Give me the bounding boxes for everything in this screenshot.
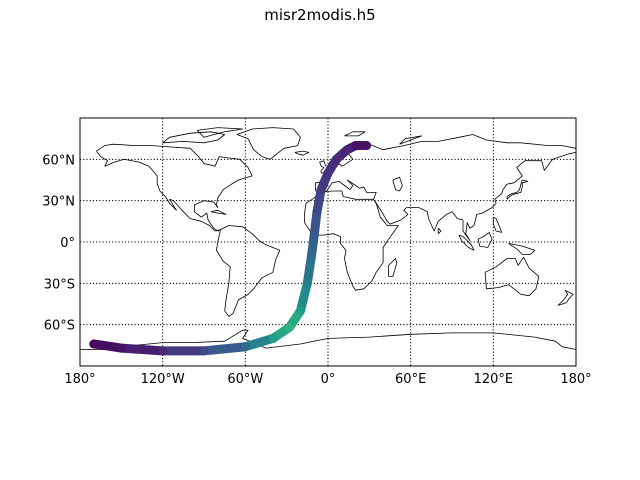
latitude-labels: 60°N 30°N 0° 30°S 60°S xyxy=(42,153,75,333)
swath-point xyxy=(117,343,126,353)
coastline-svalbard xyxy=(344,131,366,137)
swath-segment xyxy=(302,251,316,288)
coastline-sumatra xyxy=(458,234,475,251)
swath-point xyxy=(331,155,341,164)
lat-tick-label: 30°S xyxy=(44,277,75,292)
coastline-caspian xyxy=(392,176,403,192)
coastline-iceland xyxy=(294,150,310,156)
coastline-antarctica xyxy=(80,329,576,358)
lon-tick-label: 0° xyxy=(321,372,336,387)
coastline-borneo xyxy=(477,231,493,248)
coastline-cuba xyxy=(210,209,227,215)
swath-point xyxy=(362,141,371,150)
swath-point xyxy=(158,346,167,356)
coastline-ellesmere xyxy=(196,127,244,138)
coastline-eurasia xyxy=(315,134,576,242)
coastline-novaya-zemlya xyxy=(399,135,423,145)
swath-point xyxy=(241,342,250,352)
swath-point xyxy=(312,207,322,216)
lat-tick-label: 60°N xyxy=(42,153,75,168)
graticule xyxy=(80,118,576,366)
coastline-south-america xyxy=(215,225,281,317)
coastline-new-guinea xyxy=(508,243,536,255)
misr-swath xyxy=(89,141,372,356)
lon-tick-label: 180° xyxy=(560,372,591,387)
swath-point xyxy=(285,323,294,332)
swath-point xyxy=(303,279,312,288)
coastline-philippines xyxy=(492,216,503,233)
swath-point xyxy=(307,251,316,261)
lon-tick-label: 60°W xyxy=(227,372,263,387)
swath-point xyxy=(89,339,99,349)
coastline-greenland xyxy=(236,127,301,160)
coastline-madagascar xyxy=(388,258,398,277)
coastline-north-america xyxy=(96,143,253,232)
lon-tick-label: 180° xyxy=(64,372,95,387)
lat-tick-label: 60°S xyxy=(44,319,75,334)
swath-point xyxy=(296,306,305,316)
coastline-arctic-islands xyxy=(162,131,226,144)
longitude-labels: 180° 120°W 60°W 0° 60°E 120°E 180° xyxy=(64,372,591,387)
swath-point xyxy=(309,230,319,240)
swath-segment xyxy=(295,278,312,316)
map-frame xyxy=(79,117,577,367)
lon-tick-label: 120°E xyxy=(474,372,514,387)
coastline-sri-lanka xyxy=(437,227,442,234)
swath-segment xyxy=(199,342,250,356)
swath-point xyxy=(351,141,360,150)
coastline-australia xyxy=(484,256,540,297)
lon-tick-label: 120°W xyxy=(141,372,185,387)
swath-point xyxy=(316,185,326,194)
lat-tick-label: 30°N xyxy=(42,195,75,210)
coastline-new-zealand xyxy=(557,289,574,306)
lat-tick-label: 0° xyxy=(60,236,75,251)
lon-tick-label: 60°E xyxy=(395,372,426,387)
figure-title: misr2modis.h5 xyxy=(264,6,376,24)
swath-point xyxy=(342,145,352,154)
coastlines xyxy=(80,127,576,358)
swath-point xyxy=(268,334,278,343)
swath-segment xyxy=(240,333,278,352)
swath-point xyxy=(323,168,333,178)
swath-segment xyxy=(116,343,168,356)
coastline-japan xyxy=(506,179,529,200)
swath-point xyxy=(199,346,209,356)
coastline-africa xyxy=(304,190,399,291)
swath-segment xyxy=(89,339,126,353)
